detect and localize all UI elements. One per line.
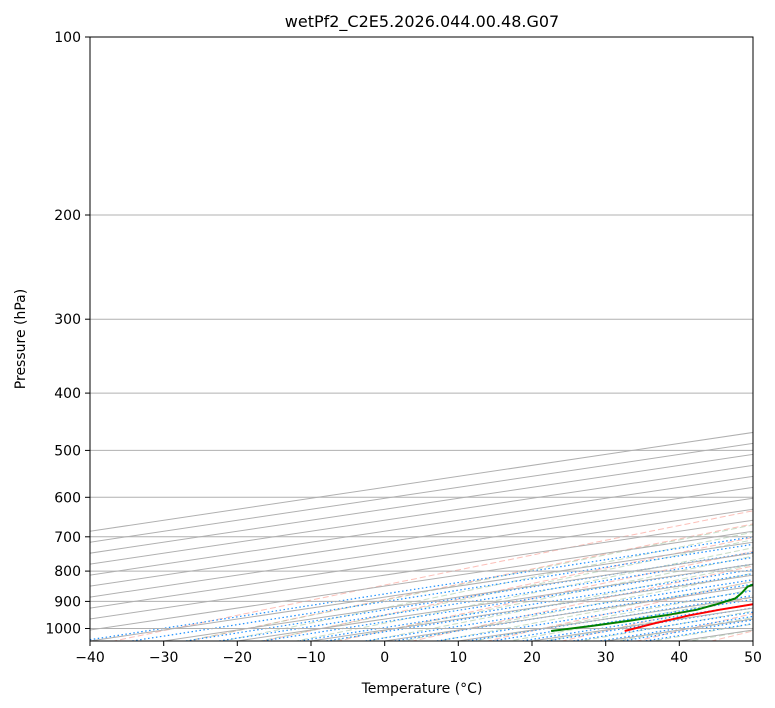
x-axis-label: Temperature (°C): [361, 681, 483, 697]
x-tick-label: 50: [744, 650, 762, 666]
mixing-ratio-line: [295, 568, 753, 641]
isotherm-line: [679, 629, 753, 641]
isobar-grid: [90, 37, 753, 629]
x-tick-label: 10: [449, 650, 467, 666]
moist-adiabat: [257, 539, 753, 641]
isotherm-line: [90, 541, 753, 641]
x-tick-label: 30: [597, 650, 615, 666]
isotherm-line: [90, 453, 753, 554]
y-tick-label: 200: [54, 208, 81, 224]
chart-title: wetPf2_C2E5.2026.044.00.48.G07: [285, 12, 559, 32]
y-tick-label: 500: [54, 443, 81, 459]
dry-adiabats: [111, 510, 753, 641]
y-tick-label: 600: [54, 490, 81, 506]
y-tick-label: 400: [54, 386, 81, 402]
x-tick-label: 20: [523, 650, 541, 666]
x-axis-ticks: −40 −30 −20 −10 0 10 20 30 40 50: [75, 641, 762, 666]
isotherm-line: [237, 563, 753, 641]
isotherm-line: [752, 640, 753, 641]
mixing-ratio-line: [181, 551, 753, 641]
isotherm-grid: [90, 431, 753, 641]
moist-adiabat: [577, 610, 753, 641]
moist-adiabat: [613, 617, 753, 641]
y-tick-label: 700: [54, 530, 81, 546]
x-tick-label: 40: [670, 650, 688, 666]
isotherm-line: [90, 475, 753, 576]
isotherm-line: [384, 585, 753, 641]
y-axis-label: Pressure (hPa): [13, 289, 29, 389]
y-axis-ticks: 100 200 300 400 500 600 700 800 900 1000: [45, 30, 90, 638]
dry-adiabat: [111, 510, 753, 641]
isotherm-line: [90, 431, 753, 532]
y-tick-label: 1000: [45, 622, 81, 638]
mixing-ratio-line: [322, 573, 753, 641]
mixing-ratio-line: [596, 615, 753, 641]
isotherm-line: [90, 508, 753, 609]
moist-adiabat: [400, 572, 753, 641]
isotherm-line: [90, 442, 753, 543]
y-tick-label: 300: [54, 312, 81, 328]
x-tick-label: −20: [223, 650, 253, 666]
isotherm-line: [90, 519, 753, 620]
moist-adiabat: [435, 581, 753, 641]
x-tick-label: −30: [149, 650, 179, 666]
mixing-ratio-line: [215, 556, 753, 641]
dry-adiabat: [410, 565, 753, 641]
moist-adiabat: [365, 564, 753, 641]
isotherm-line: [605, 618, 753, 641]
plot-area: 0.10.20.40.611.52346810131620253036 -100…: [90, 37, 753, 641]
x-tick-label: −10: [296, 650, 326, 666]
y-tick-label: 900: [54, 594, 81, 610]
isotherm-line: [90, 530, 753, 631]
moist-adiabat: [649, 623, 753, 641]
x-tick-label: −40: [75, 650, 105, 666]
x-tick-label: 0: [380, 650, 389, 666]
mixing-ratio-line: [128, 543, 753, 641]
y-tick-label: 800: [54, 564, 81, 580]
plot-frame: [89, 36, 754, 642]
isotherm-line: [90, 497, 753, 598]
isotherm-line: [90, 486, 753, 587]
isotherm-line: [458, 596, 753, 641]
isotherm-line: [310, 574, 753, 641]
isotherm-line: [90, 464, 753, 565]
y-tick-label: 100: [54, 30, 81, 46]
